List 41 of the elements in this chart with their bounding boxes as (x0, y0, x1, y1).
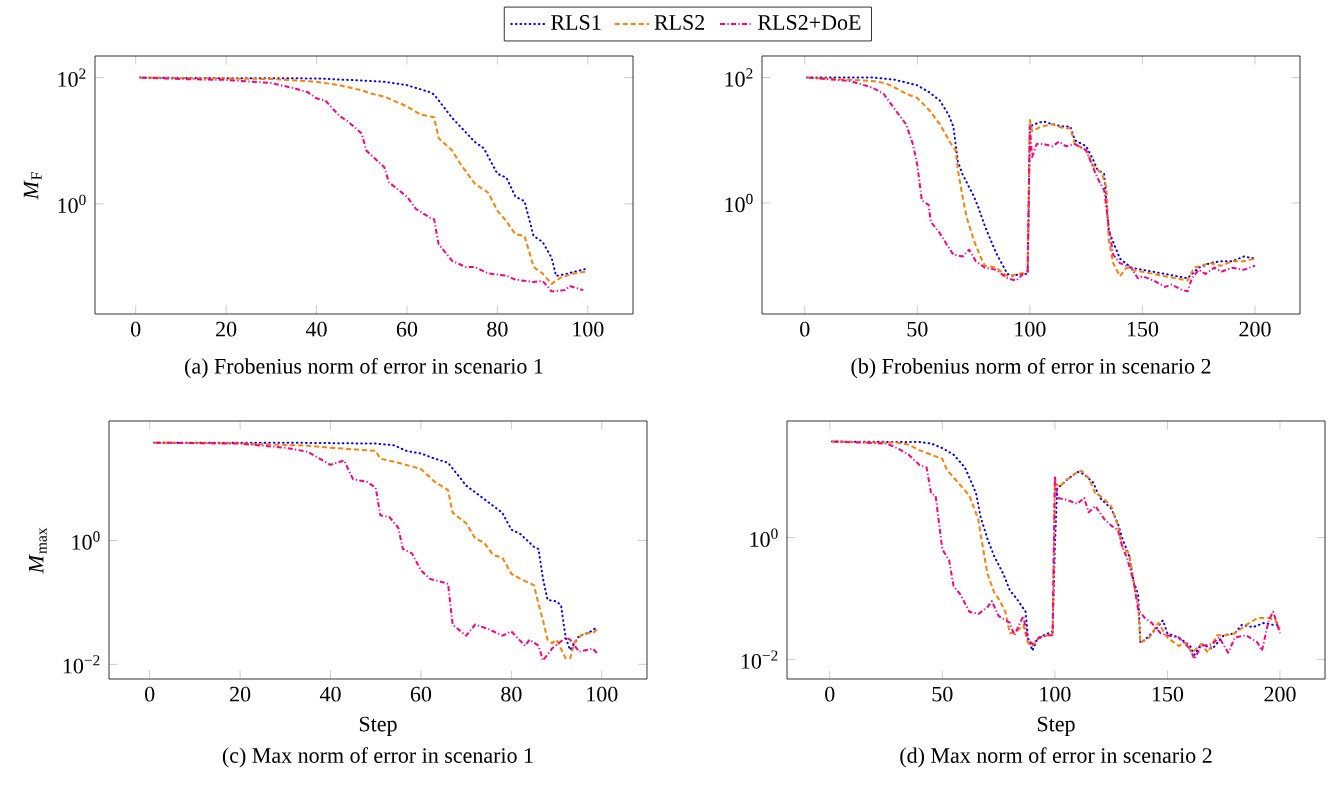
x-tick-label: 20 (216, 321, 237, 337)
x-tick-label: 40 (305, 321, 327, 337)
x-tick-label: 100 (1040, 686, 1071, 702)
y-tick-label: 10$^{−2}$ (63, 655, 100, 674)
x-tick-label: 200 (1264, 686, 1296, 702)
x-axis-title: Step (359, 716, 397, 736)
y-tick-label: 10$^{2}$ (725, 68, 753, 87)
x-tick-label: 0 (131, 321, 141, 337)
x-tick-label: 80 (487, 321, 508, 337)
x-tick-label: 100 (1015, 321, 1046, 337)
legend-label: RLS2 (654, 15, 705, 30)
y-tick-label: 10$^{2}$ (58, 68, 86, 87)
y-axis-title: M$_{F}$ (23, 172, 42, 200)
x-tick-label: 40 (319, 686, 341, 702)
x-tick-label: 0 (825, 686, 835, 702)
x-tick-label: 50 (907, 321, 928, 337)
y-tick-label: 10$^{0}$ (58, 194, 86, 214)
text: (d) Max norm of error in scenario 2 (900, 747, 1212, 768)
x-tick-label: 150 (1152, 686, 1184, 702)
x-tick-label: 100 (587, 686, 618, 702)
text: (c) Max norm of error in scenario 1 (222, 747, 533, 768)
legend-label: RLS1 (551, 15, 601, 30)
x-tick-label: 150 (1127, 321, 1159, 337)
legend-label: RLS2+DoE (758, 15, 861, 30)
x-tick-label: 0 (800, 321, 810, 337)
x-tick-label: 50 (932, 686, 953, 702)
text: (b) Frobenius norm of error in scenario 2 (851, 357, 1211, 379)
x-tick-label: 100 (573, 321, 604, 337)
y-tick-label: 10$^{−2}$ (741, 650, 778, 669)
y-tick-label: 10$^{0}$ (725, 193, 753, 213)
y-tick-label: 10$^{0}$ (72, 531, 100, 550)
x-tick-label: 60 (410, 686, 432, 702)
x-axis-title: Step (1037, 716, 1075, 736)
x-tick-label: 80 (501, 686, 522, 702)
x-tick-label: 200 (1239, 321, 1271, 337)
x-tick-label: 60 (396, 321, 418, 337)
y-axis-title: M$_{max}$ (28, 527, 47, 574)
x-tick-label: 20 (230, 686, 251, 702)
text: (a) Frobenius norm of error in scenario 1 (185, 357, 543, 379)
y-tick-label: 10$^{0}$ (750, 528, 778, 547)
x-tick-label: 0 (145, 686, 155, 702)
